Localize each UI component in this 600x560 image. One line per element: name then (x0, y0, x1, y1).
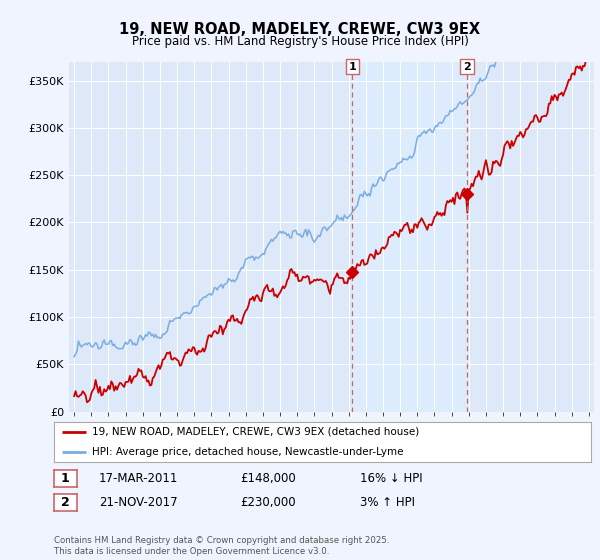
Text: 1: 1 (349, 62, 356, 72)
Text: Contains HM Land Registry data © Crown copyright and database right 2025.
This d: Contains HM Land Registry data © Crown c… (54, 536, 389, 556)
Text: £230,000: £230,000 (240, 496, 296, 509)
Text: 2: 2 (463, 62, 471, 72)
Text: 17-MAR-2011: 17-MAR-2011 (99, 472, 178, 486)
Text: 19, NEW ROAD, MADELEY, CREWE, CW3 9EX (detached house): 19, NEW ROAD, MADELEY, CREWE, CW3 9EX (d… (92, 427, 419, 437)
Text: 1: 1 (61, 472, 70, 486)
Text: 16% ↓ HPI: 16% ↓ HPI (360, 472, 422, 486)
Text: 19, NEW ROAD, MADELEY, CREWE, CW3 9EX: 19, NEW ROAD, MADELEY, CREWE, CW3 9EX (119, 22, 481, 38)
Text: £148,000: £148,000 (240, 472, 296, 486)
Text: Price paid vs. HM Land Registry's House Price Index (HPI): Price paid vs. HM Land Registry's House … (131, 35, 469, 48)
Bar (352, 62, 467, 412)
Text: HPI: Average price, detached house, Newcastle-under-Lyme: HPI: Average price, detached house, Newc… (92, 447, 403, 457)
Text: 3% ↑ HPI: 3% ↑ HPI (360, 496, 415, 509)
Text: 2: 2 (61, 496, 70, 509)
Text: 21-NOV-2017: 21-NOV-2017 (99, 496, 178, 509)
